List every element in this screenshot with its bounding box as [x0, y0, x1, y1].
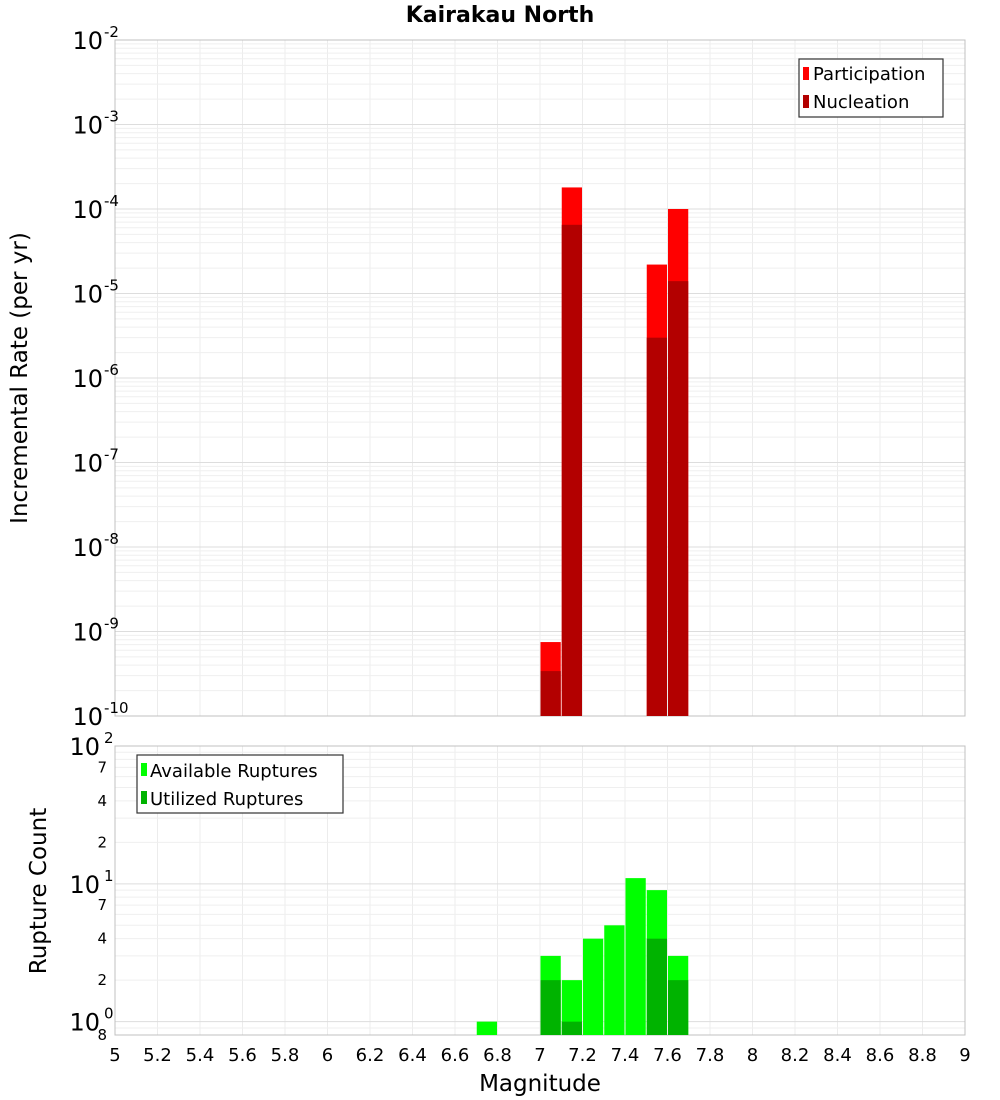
- legend-label-utilized: Utilized Ruptures: [150, 789, 303, 810]
- x-tick-label: 9: [959, 1045, 970, 1066]
- bottom-bar-available-ruptures: [476, 1021, 497, 1035]
- x-tick-label: 6.4: [398, 1045, 427, 1066]
- bottom-y-tick-base: 10: [69, 871, 100, 899]
- legend-label-participation: Participation: [813, 64, 925, 85]
- top-bar-nucleation: [646, 337, 667, 716]
- top-y-tick-base: 10: [72, 703, 103, 731]
- bottom-y-axis-label: Rupture Count: [26, 808, 52, 974]
- x-tick-labels: 5 5.2 5.4 5.6 5.8 6 6.2 6.4 6.6 6.8 7 7.2 7.4 7.6 7.8 8…: [109, 1045, 970, 1066]
- legend-label-nucleation: Nucleation: [813, 92, 909, 113]
- bottom-y-minor-tick-label: 7: [97, 896, 107, 914]
- bottom-y-tick-exponent: 0: [104, 1005, 114, 1023]
- x-tick-label: 7.2: [568, 1045, 597, 1066]
- x-tick-label: 6.8: [483, 1045, 512, 1066]
- top-y-tick-exponent: -3: [104, 108, 119, 126]
- bottom-legend: Available Ruptures Utilized Ruptures: [136, 754, 344, 814]
- legend-swatch-nucleation: [803, 95, 809, 108]
- top-y-tick-base: 10: [72, 196, 103, 224]
- bottom-y-tick-exponent: 1: [104, 867, 114, 885]
- legend-swatch-available: [141, 763, 147, 776]
- bottom-bar-available-ruptures: [561, 980, 582, 1035]
- x-tick-label: 7.4: [611, 1045, 640, 1066]
- x-tick-label: 5.8: [271, 1045, 300, 1066]
- top-y-tick-base: 10: [72, 27, 103, 55]
- top-y-tick-exponent: -7: [104, 446, 119, 464]
- legend-swatch-participation: [803, 67, 809, 80]
- top-bar-nucleation: [540, 671, 561, 716]
- bottom-y-minor-tick-label: 2: [97, 833, 107, 851]
- top-y-tick-exponent: -2: [104, 23, 119, 41]
- bottom-bar-available-ruptures: [625, 878, 646, 1035]
- top-bar-nucleation: [561, 224, 582, 716]
- top-y-tick-base: 10: [72, 619, 103, 647]
- x-tick-label: 7.8: [696, 1045, 725, 1066]
- top-y-axis-label: Incremental Rate (per yr): [7, 232, 33, 524]
- chart-title: Kairakau North: [406, 3, 594, 28]
- x-axis-label: Magnitude: [479, 1071, 601, 1097]
- bottom-bar-available-ruptures: [604, 925, 625, 1035]
- x-tick-label: 5.2: [143, 1045, 172, 1066]
- top-legend: Participation Nucleation: [798, 58, 944, 118]
- bottom-y-minor-tick-label: 2: [97, 971, 107, 989]
- bottom-plot-frame: [114, 745, 966, 1036]
- top-y-tick-base: 10: [72, 281, 103, 309]
- top-y-tick-base: 10: [72, 365, 103, 393]
- bottom-bar-utilized-ruptures: [540, 980, 561, 1035]
- top-y-tick-exponent: -4: [104, 192, 119, 210]
- bottom-y-tick-exponent: 2: [104, 729, 114, 747]
- top-y-tick-base: 10: [72, 112, 103, 140]
- legend-label-available: Available Ruptures: [150, 761, 318, 782]
- top-y-tick-labels: 10-210-310-410-510-610-710-810-910-10: [72, 23, 128, 731]
- x-tick-label: 5.4: [186, 1045, 215, 1066]
- bottom-bar-available-ruptures: [583, 938, 604, 1035]
- x-tick-label: 6: [322, 1045, 333, 1066]
- x-tick-label: 6.6: [441, 1045, 470, 1066]
- legend-swatch-utilized: [141, 791, 147, 804]
- bottom-bar-utilized-ruptures: [668, 980, 689, 1035]
- bottom-bar-utilized-ruptures: [561, 1021, 582, 1035]
- x-tick-label: 8.6: [866, 1045, 895, 1066]
- bottom-y-minor-tick-label: 4: [97, 930, 107, 948]
- bottom-y-minor-tick-label: 4: [97, 792, 107, 810]
- top-y-tick-base: 10: [72, 450, 103, 478]
- top-y-tick-exponent: -6: [104, 361, 119, 379]
- top-plot-grid: [114, 40, 966, 717]
- x-tick-label: 8.4: [823, 1045, 852, 1066]
- top-plot-bars: [540, 187, 689, 717]
- top-bar-nucleation: [668, 281, 689, 716]
- bottom-y-tick-base: 10: [69, 1009, 100, 1037]
- x-tick-label: 5: [109, 1045, 120, 1066]
- top-y-tick-exponent: -10: [104, 699, 129, 717]
- x-tick-label: 6.2: [356, 1045, 385, 1066]
- bottom-plot-bars: [476, 878, 689, 1035]
- bottom-bar-utilized-ruptures: [646, 938, 667, 1035]
- top-y-tick-base: 10: [72, 534, 103, 562]
- top-y-tick-exponent: -9: [104, 615, 119, 633]
- x-tick-label: 5.6: [228, 1045, 257, 1066]
- bottom-y-tick-base: 10: [69, 733, 100, 761]
- x-tick-label: 7: [534, 1045, 545, 1066]
- x-tick-label: 8.2: [781, 1045, 810, 1066]
- top-plot-frame: [114, 39, 966, 717]
- x-tick-label: 8: [747, 1045, 758, 1066]
- bottom-y-minor-tick-label: 7: [97, 758, 107, 776]
- bottom-y-minor-tick-label: 8: [97, 1026, 107, 1044]
- top-y-tick-exponent: -5: [104, 277, 119, 295]
- x-tick-label: 8.8: [908, 1045, 937, 1066]
- top-y-tick-exponent: -8: [104, 530, 119, 548]
- x-tick-label: 7.6: [653, 1045, 682, 1066]
